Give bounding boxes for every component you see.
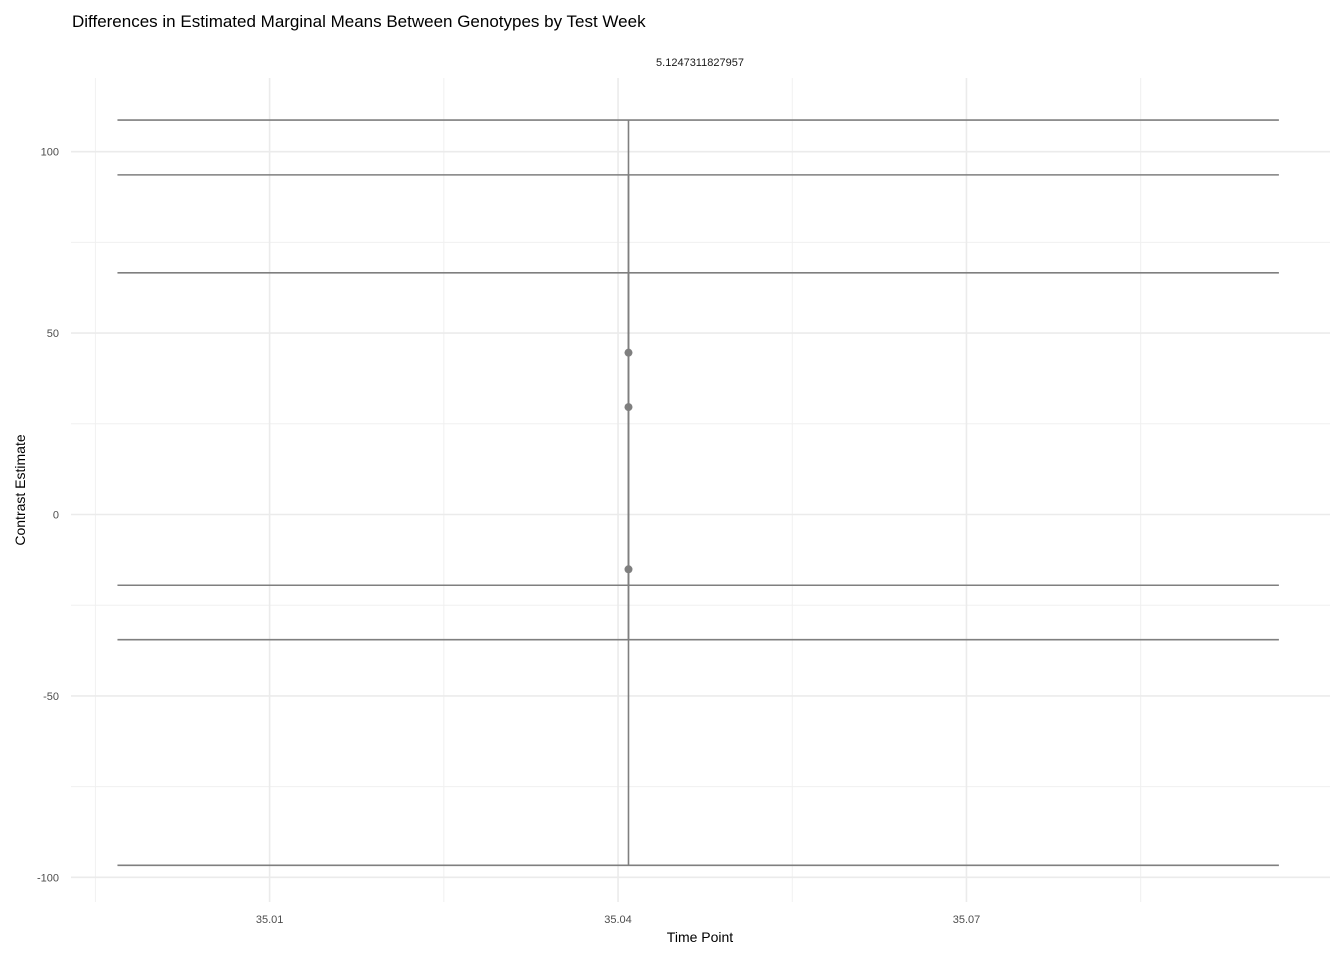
x-tick-label: 35.04 xyxy=(604,914,632,926)
x-axis-title: Time Point xyxy=(667,929,734,945)
chart-title: Differences in Estimated Marginal Means … xyxy=(72,12,646,31)
y-tick-label: 0 xyxy=(53,509,59,521)
data-point xyxy=(624,403,633,412)
data-point xyxy=(624,348,633,357)
data-layer xyxy=(117,119,1279,867)
y-tick-label: -50 xyxy=(43,691,59,703)
y-axis-title: Contrast Estimate xyxy=(12,434,28,545)
facet-strip-label: 5.1247311827957 xyxy=(656,57,744,69)
x-tick-label: 35.07 xyxy=(953,914,981,926)
y-tick-label: 100 xyxy=(41,147,59,159)
x-tick-label: 35.01 xyxy=(256,914,284,926)
gridlines xyxy=(71,78,1330,902)
y-tick-label: -100 xyxy=(37,872,59,884)
data-point xyxy=(624,565,633,574)
y-tick-label: 50 xyxy=(47,328,59,340)
axis-labels: 35.01 35.04 35.07 -100 -50 0 50 100 xyxy=(37,147,980,926)
